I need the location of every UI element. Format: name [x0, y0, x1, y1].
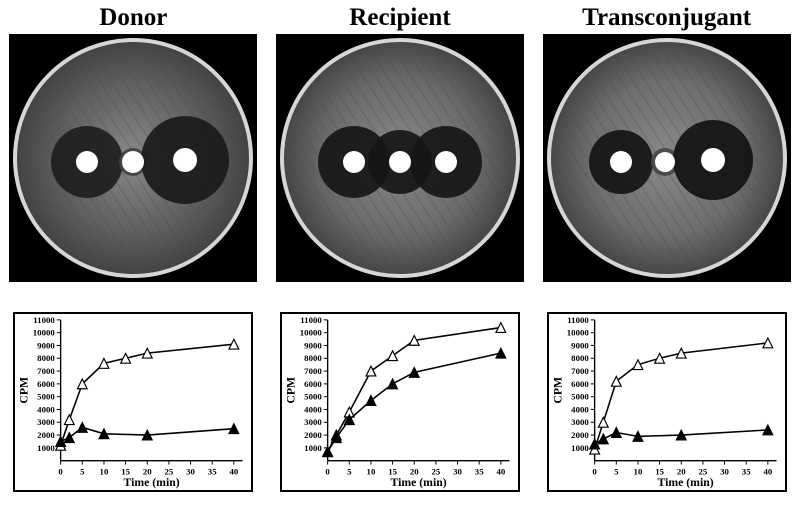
svg-text:4000: 4000	[571, 404, 589, 414]
chart-frame: 1000 2000 3000 4000 5000 6000 7000 8000 9000 1000…	[547, 312, 787, 492]
svg-text:25: 25	[165, 466, 174, 476]
svg-text:8000: 8000	[304, 353, 322, 363]
chart-cell: 1000 2000 3000 4000 5000 6000 7000 8000 9000 1000…	[9, 312, 257, 492]
svg-text:25: 25	[431, 466, 440, 476]
svg-text:30: 30	[186, 466, 195, 476]
svg-text:1000: 1000	[304, 443, 322, 453]
plate-row	[0, 34, 800, 282]
svg-text:8000: 8000	[38, 353, 56, 363]
svg-text:40: 40	[230, 466, 239, 476]
svg-text:10000: 10000	[566, 328, 589, 338]
svg-text:5: 5	[80, 466, 85, 476]
chart-frame: 1000 2000 3000 4000 5000 6000 7000 8000 9000 1000…	[13, 312, 253, 492]
chart-recipient: 1000 2000 3000 4000 5000 6000 7000 8000 9000 1000…	[282, 314, 518, 490]
svg-text:4000: 4000	[38, 404, 56, 414]
plate-recipient	[276, 34, 524, 282]
svg-text:9000: 9000	[571, 340, 589, 350]
svg-text:20: 20	[676, 466, 685, 476]
chart-row: 1000200030004000500060007000800090001000…	[0, 312, 800, 492]
chart-donor: 1000 2000 3000 4000 5000 6000 7000 8000 9000 1000…	[15, 314, 251, 490]
svg-text:10000: 10000	[33, 328, 56, 338]
plate-cell	[9, 34, 257, 282]
title-donor: Donor	[9, 4, 257, 32]
svg-text:35: 35	[208, 466, 217, 476]
plate-transconjugant	[543, 34, 791, 282]
chart-transconjugant: 1000 2000 3000 4000 5000 6000 7000 8000 9000 1000…	[549, 314, 785, 490]
svg-text:3000: 3000	[38, 417, 56, 427]
svg-text:4000: 4000	[304, 404, 322, 414]
svg-text:7000: 7000	[304, 366, 322, 376]
svg-text:2000: 2000	[304, 430, 322, 440]
svg-text:5000: 5000	[571, 392, 589, 402]
chart-cell: 1000 2000 3000 4000 5000 6000 7000 8000 9000 1000…	[543, 312, 791, 492]
svg-text:40: 40	[763, 466, 772, 476]
svg-text:30: 30	[720, 466, 729, 476]
svg-text:CPM: CPM	[551, 377, 564, 404]
svg-text:5000: 5000	[304, 392, 322, 402]
svg-text:CPM: CPM	[18, 377, 31, 404]
svg-text:Time (min): Time (min)	[657, 476, 713, 489]
svg-text:1000: 1000	[38, 443, 56, 453]
svg-text:0: 0	[592, 466, 597, 476]
plate-frame	[276, 34, 524, 282]
svg-text:0: 0	[59, 466, 64, 476]
svg-text:Time (min): Time (min)	[124, 476, 180, 489]
title-transconjugant: Transconjugant	[543, 4, 791, 32]
svg-text:CPM: CPM	[284, 377, 297, 404]
plate-frame	[9, 34, 257, 282]
svg-text:20: 20	[410, 466, 419, 476]
svg-text:2000: 2000	[571, 430, 589, 440]
svg-text:15: 15	[655, 466, 664, 476]
svg-text:1000: 1000	[571, 443, 589, 453]
svg-text:8000: 8000	[571, 353, 589, 363]
svg-text:3000: 3000	[571, 417, 589, 427]
plate-donor	[9, 34, 257, 282]
svg-text:35: 35	[475, 466, 484, 476]
svg-text:10: 10	[633, 466, 642, 476]
plate-cell	[543, 34, 791, 282]
svg-text:20: 20	[143, 466, 152, 476]
svg-text:6000: 6000	[571, 379, 589, 389]
svg-text:30: 30	[453, 466, 462, 476]
svg-text:6000: 6000	[304, 379, 322, 389]
plate-cell	[276, 34, 524, 282]
svg-text:5: 5	[347, 466, 352, 476]
title-recipient: Recipient	[276, 4, 524, 32]
svg-text:Time (min): Time (min)	[391, 476, 447, 489]
svg-text:10: 10	[367, 466, 376, 476]
svg-text:40: 40	[496, 466, 505, 476]
chart-cell: 1000 2000 3000 4000 5000 6000 7000 8000 9000 1000…	[276, 312, 524, 492]
plate-frame	[543, 34, 791, 282]
svg-text:11000: 11000	[300, 315, 322, 325]
svg-text:25: 25	[698, 466, 707, 476]
svg-text:6000: 6000	[38, 379, 56, 389]
title-row: Donor Recipient Transconjugant	[0, 4, 800, 32]
svg-text:10000: 10000	[300, 328, 323, 338]
chart-frame: 1000 2000 3000 4000 5000 6000 7000 8000 9000 1000…	[280, 312, 520, 492]
svg-text:15: 15	[388, 466, 397, 476]
svg-text:3000: 3000	[304, 417, 322, 427]
svg-text:10: 10	[100, 466, 109, 476]
svg-text:9000: 9000	[38, 340, 56, 350]
svg-text:9000: 9000	[304, 340, 322, 350]
svg-text:15: 15	[122, 466, 131, 476]
svg-text:5: 5	[614, 466, 619, 476]
svg-text:7000: 7000	[571, 366, 589, 376]
svg-text:35: 35	[741, 466, 750, 476]
svg-text:7000: 7000	[38, 366, 56, 376]
svg-text:11000: 11000	[34, 315, 56, 325]
svg-text:0: 0	[325, 466, 330, 476]
svg-text:2000: 2000	[38, 430, 56, 440]
svg-text:11000: 11000	[567, 315, 589, 325]
svg-text:5000: 5000	[38, 392, 56, 402]
